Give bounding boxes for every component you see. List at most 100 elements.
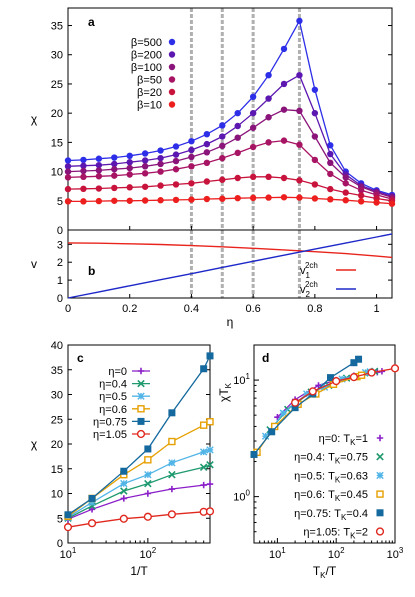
data-point bbox=[355, 355, 363, 363]
data-point bbox=[373, 199, 380, 206]
data-point bbox=[126, 164, 133, 172]
legend-marker bbox=[168, 63, 176, 71]
data-point bbox=[172, 181, 180, 188]
data-point bbox=[265, 71, 272, 79]
data-point bbox=[199, 448, 208, 456]
data-point bbox=[168, 459, 176, 467]
data-point bbox=[144, 470, 152, 479]
panel-b-ytick-label: 2 bbox=[57, 257, 63, 269]
data-point bbox=[203, 149, 211, 156]
data-point bbox=[249, 173, 257, 181]
panel-c-ytick-label: 5 bbox=[57, 513, 63, 525]
data-point bbox=[64, 511, 72, 519]
legend-label: β=500 bbox=[131, 37, 162, 49]
data-point bbox=[338, 375, 346, 383]
data-point bbox=[206, 352, 214, 360]
panel-a-ytick-label: 20 bbox=[51, 108, 63, 120]
data-point bbox=[141, 183, 149, 190]
panel-c-ytick-label: 25 bbox=[51, 414, 63, 426]
panel-b-xtick-label: 0.6 bbox=[245, 303, 260, 315]
data-point bbox=[367, 368, 376, 377]
data-point bbox=[168, 409, 176, 417]
data-point bbox=[265, 114, 272, 121]
data-point bbox=[357, 198, 365, 205]
data-point bbox=[234, 194, 241, 202]
data-point bbox=[199, 421, 208, 429]
data-point bbox=[296, 71, 303, 79]
panel-a-tag: a bbox=[88, 15, 95, 29]
series-η=0.75 bbox=[64, 352, 214, 519]
data-point bbox=[342, 180, 349, 187]
data-point bbox=[64, 168, 72, 175]
data-point bbox=[95, 167, 103, 174]
panel-b-xtick-label: 1 bbox=[374, 303, 380, 315]
data-point bbox=[280, 194, 288, 201]
data-point bbox=[157, 197, 164, 204]
data-point bbox=[111, 166, 118, 173]
legend-label: η=1.05: TK=2 bbox=[303, 527, 368, 541]
panel-c-ytick-label: 35 bbox=[51, 365, 63, 377]
data-point bbox=[268, 428, 276, 436]
data-point bbox=[95, 185, 103, 192]
data-point bbox=[141, 170, 149, 177]
data-point bbox=[219, 122, 226, 129]
data-point bbox=[95, 161, 103, 169]
data-point bbox=[327, 150, 334, 158]
data-point bbox=[206, 418, 214, 426]
data-point bbox=[157, 147, 164, 154]
data-point bbox=[311, 86, 319, 93]
data-point bbox=[141, 163, 149, 170]
series-β=20 bbox=[64, 173, 396, 204]
data-point bbox=[200, 481, 207, 489]
data-point bbox=[308, 387, 317, 396]
data-point bbox=[206, 480, 214, 488]
legend-marker bbox=[168, 38, 176, 46]
data-point bbox=[265, 194, 272, 201]
panel-d-tag: d bbox=[262, 351, 269, 365]
data-point bbox=[296, 17, 303, 25]
legend-marker bbox=[168, 51, 176, 58]
legend-marker bbox=[137, 417, 145, 425]
data-point bbox=[296, 107, 303, 115]
data-point bbox=[111, 197, 118, 204]
data-point bbox=[219, 176, 226, 183]
data-point bbox=[342, 174, 349, 181]
panel-b-ytick-label: 0 bbox=[57, 293, 63, 305]
data-point bbox=[279, 409, 287, 417]
data-point bbox=[120, 467, 128, 475]
data-point bbox=[157, 154, 164, 162]
panel-d-ytick-label: 101 bbox=[233, 372, 250, 387]
data-point bbox=[280, 45, 288, 53]
panel-d-xlabel: TK/T bbox=[313, 564, 337, 580]
data-point bbox=[172, 157, 180, 165]
series-line bbox=[67, 176, 393, 202]
panel-d-ytick-label: 100 bbox=[233, 489, 250, 504]
data-point bbox=[290, 398, 300, 407]
data-point bbox=[188, 146, 195, 154]
legend-label: β=20 bbox=[137, 87, 162, 99]
series-line bbox=[67, 139, 393, 200]
data-point bbox=[188, 153, 195, 161]
series-β=10 bbox=[64, 194, 396, 207]
data-point bbox=[126, 197, 133, 204]
data-point bbox=[188, 163, 195, 170]
data-point bbox=[64, 157, 72, 164]
data-point bbox=[206, 446, 214, 454]
panel-b-ylabel: v bbox=[31, 257, 37, 271]
data-point bbox=[63, 523, 73, 532]
data-point bbox=[249, 143, 257, 151]
data-point bbox=[349, 373, 359, 382]
series-line bbox=[68, 196, 393, 205]
data-point bbox=[111, 154, 118, 161]
series-0 bbox=[67, 242, 393, 259]
data-point bbox=[168, 485, 176, 493]
panel-b-xtick-label: 0 bbox=[65, 303, 71, 315]
legend-marker bbox=[376, 490, 384, 498]
data-point bbox=[172, 151, 180, 158]
data-point bbox=[64, 174, 72, 181]
series-line bbox=[265, 371, 371, 437]
legend-marker bbox=[137, 367, 145, 375]
legend-label: v22ch bbox=[300, 280, 318, 299]
panel-c-xlabel: 1/T bbox=[130, 564, 148, 578]
data-point bbox=[296, 194, 303, 201]
